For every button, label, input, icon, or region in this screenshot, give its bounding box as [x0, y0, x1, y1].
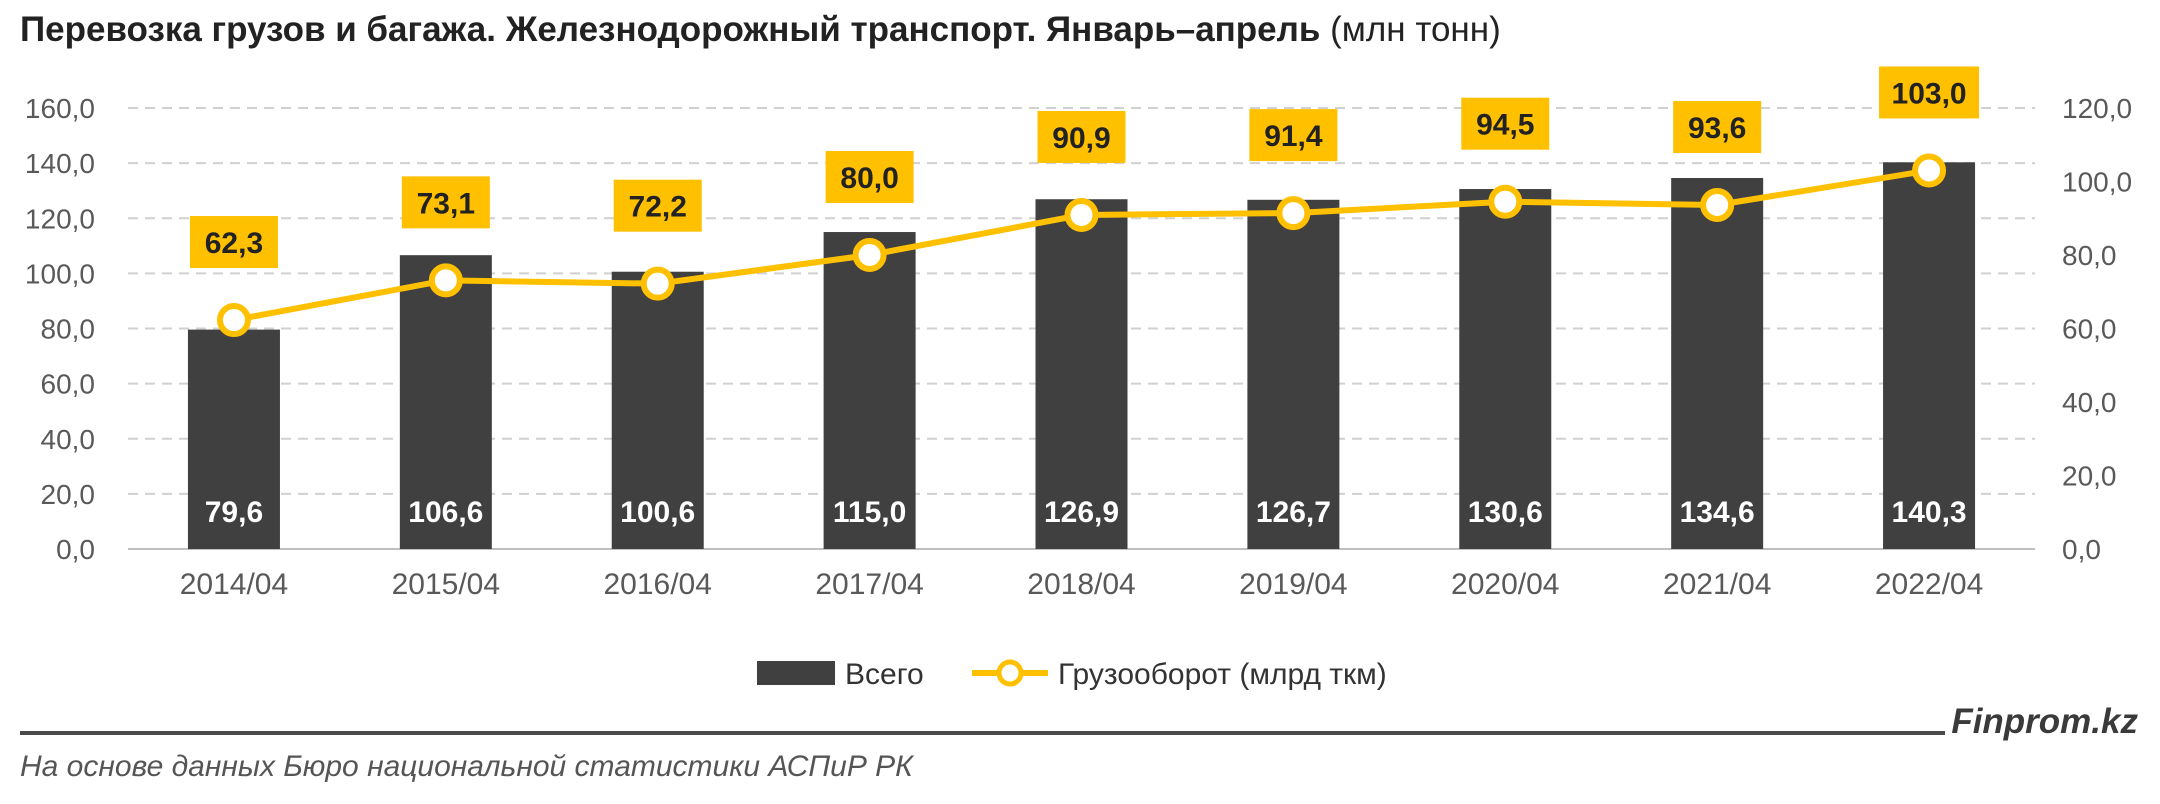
bar [1459, 189, 1552, 549]
line-point [216, 303, 251, 338]
line-data-label: 73,1 [417, 187, 475, 220]
chart-title: Перевозка грузов и багажа. Железнодорожн… [20, 10, 1501, 50]
bar [1247, 199, 1340, 549]
y-right-tick-label: 20,0 [2062, 461, 2117, 492]
y-right-tick-label: 60,0 [2062, 314, 2117, 345]
line-data-label: 90,9 [1052, 122, 1110, 155]
legend-label-turnover: Грузооборот (млрд ткм) [1058, 658, 1387, 691]
x-tick-label: 2022/04 [1875, 568, 1983, 601]
bar [187, 329, 280, 549]
source-note: На основе данных Бюро национальной стати… [20, 750, 913, 783]
line-point [1064, 197, 1099, 232]
bar [1671, 178, 1764, 550]
y-left-tick-label: 40,0 [41, 424, 96, 455]
y-right-tick-label: 40,0 [2062, 387, 2117, 418]
chart-title-main: Перевозка грузов и багажа. Железнодорожн… [20, 10, 1321, 49]
y-left-tick-label: 160,0 [25, 93, 95, 124]
line-point [1912, 153, 1947, 188]
line-data-label-box [1249, 109, 1338, 162]
footer-divider [20, 731, 1945, 735]
line-data-label-box [613, 179, 702, 232]
line-point [852, 238, 887, 272]
bar-data-label: 126,9 [1044, 496, 1119, 529]
line-data-label: 72,2 [629, 191, 687, 224]
x-tick-label: 2017/04 [815, 568, 923, 601]
bar [823, 232, 916, 549]
y-left-tick-label: 120,0 [25, 203, 95, 234]
line-data-label-box [1461, 97, 1550, 150]
bar [1035, 199, 1128, 549]
x-tick-label: 2018/04 [1027, 568, 1135, 601]
bar-data-label: 140,3 [1892, 496, 1967, 529]
line-data-label-box [825, 151, 914, 203]
bar [611, 271, 704, 549]
bar-data-label: 79,6 [205, 496, 263, 529]
line-data-label: 94,5 [1476, 109, 1534, 142]
y-left-tick-label: 140,0 [25, 148, 95, 179]
line-point [1700, 188, 1735, 223]
line-data-label: 91,4 [1264, 120, 1323, 153]
y-left-tick-label: 0,0 [56, 534, 95, 565]
line-point [428, 263, 463, 298]
bar-data-label: 126,7 [1256, 496, 1331, 529]
x-tick-label: 2019/04 [1239, 568, 1347, 601]
bar [1883, 162, 1976, 549]
line-point [640, 266, 675, 301]
bar-data-label: 130,6 [1468, 496, 1543, 529]
y-right-tick-label: 120,0 [2062, 93, 2132, 124]
y-right-tick-label: 100,0 [2062, 167, 2132, 198]
x-tick-label: 2014/04 [180, 568, 288, 601]
bar-data-label: 134,6 [1680, 496, 1755, 529]
y-left-tick-label: 20,0 [41, 479, 96, 510]
y-left-tick-label: 100,0 [25, 258, 95, 289]
legend-swatch-bar [757, 661, 835, 685]
x-tick-label: 2020/04 [1451, 568, 1559, 601]
y-left-tick-label: 60,0 [41, 369, 96, 400]
line-data-label: 80,0 [840, 162, 898, 195]
line-data-label: 62,3 [205, 227, 263, 260]
bar-data-label: 106,6 [408, 496, 483, 529]
chart-title-unit: (млн тонн) [1330, 10, 1501, 49]
bar-data-label: 100,6 [620, 496, 695, 529]
x-tick-label: 2015/04 [392, 568, 500, 601]
line-data-label-box [1673, 101, 1762, 154]
legend-swatch-marker [996, 659, 1024, 687]
x-tick-label: 2016/04 [603, 568, 711, 601]
line-point [1488, 184, 1523, 219]
legend-label-total: Всего [845, 658, 924, 691]
line-point [1276, 196, 1311, 231]
x-tick-label: 2021/04 [1663, 568, 1771, 601]
line-data-label: 93,6 [1688, 112, 1746, 145]
line-data-label-box [1037, 110, 1126, 163]
bar [399, 255, 492, 549]
line-data-label-box [1879, 66, 1980, 119]
y-right-tick-label: 80,0 [2062, 240, 2117, 271]
y-right-tick-label: 0,0 [2062, 534, 2101, 565]
line-data-label: 103,0 [1892, 77, 1967, 110]
bar-data-label: 115,0 [833, 496, 906, 529]
brand-label: Finprom.kz [1951, 702, 2138, 741]
line-data-label-box [189, 216, 278, 269]
y-left-tick-label: 80,0 [41, 314, 96, 345]
line-data-label-box [401, 176, 490, 229]
